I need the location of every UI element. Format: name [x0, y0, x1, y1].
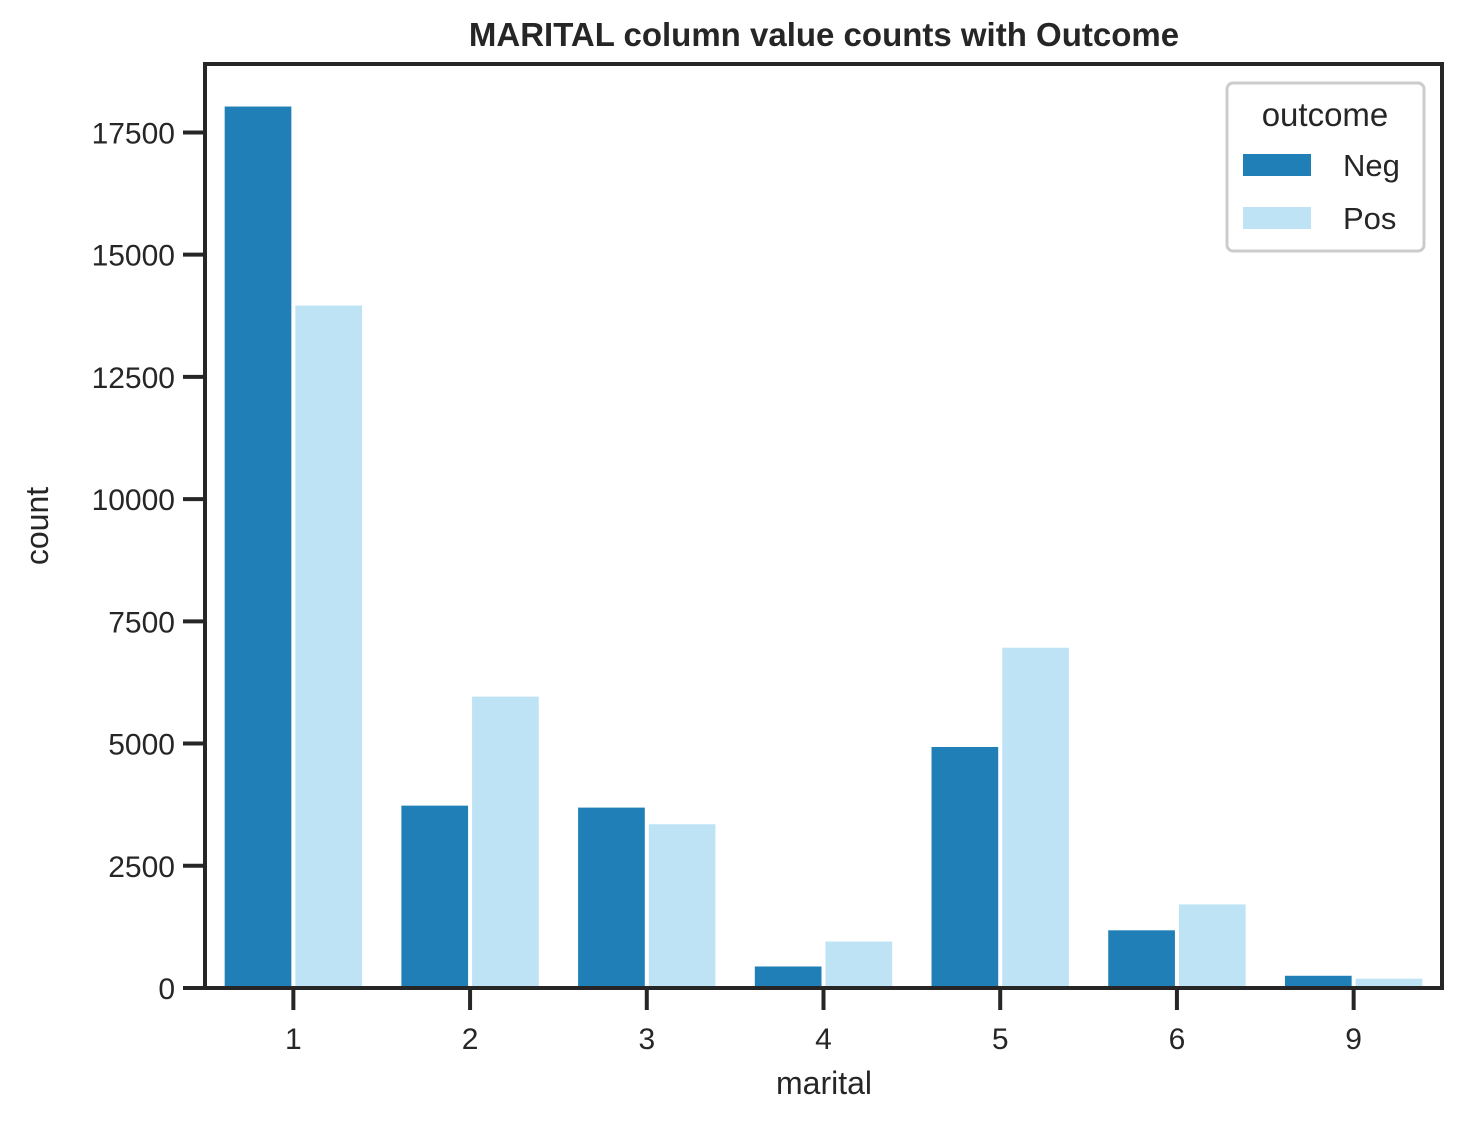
bar-neg-5	[931, 746, 999, 988]
bar-pos-1	[295, 305, 363, 988]
bar-pos-4	[825, 941, 893, 988]
x-tick-label-5: 5	[992, 1023, 1009, 1056]
bar-neg-9	[1284, 975, 1352, 988]
bar-neg-3	[578, 807, 645, 988]
plot-frame	[203, 62, 1444, 990]
bar-pos-9	[1355, 978, 1423, 988]
legend-swatch-pos	[1243, 207, 1311, 229]
legend: outcome Neg Pos	[1225, 81, 1426, 253]
bar-neg-2	[401, 805, 469, 988]
x-tick-label-3: 3	[638, 1023, 655, 1056]
y-axis: 0 2500 5000 7500 10000 12500 15000 17500	[92, 117, 205, 1006]
y-tick-label: 15000	[92, 240, 175, 273]
bars-group	[224, 106, 1423, 989]
y-tick-label: 17500	[92, 117, 175, 150]
x-tick-label-2: 2	[462, 1023, 479, 1056]
bar-neg-6	[1108, 930, 1175, 988]
x-tick-label-9: 9	[1345, 1023, 1362, 1056]
legend-label-neg: Neg	[1343, 148, 1400, 183]
y-tick-label: 12500	[92, 362, 175, 395]
bar-pos-2	[472, 696, 539, 988]
chart-title: MARITAL column value counts with Outcome	[469, 16, 1179, 53]
x-tick-label-4: 4	[815, 1023, 832, 1056]
bar-pos-5	[1002, 647, 1069, 988]
legend-label-pos: Pos	[1343, 201, 1396, 236]
y-axis-label: count	[19, 487, 55, 565]
bar-neg-4	[754, 966, 822, 988]
y-tick-label: 10000	[92, 484, 175, 517]
x-tick-label-6: 6	[1169, 1023, 1186, 1056]
legend-title: outcome	[1262, 96, 1389, 133]
bar-neg-1	[224, 106, 292, 989]
bar-pos-6	[1178, 904, 1246, 988]
x-axis-label: marital	[776, 1065, 872, 1101]
y-tick-label: 2500	[108, 851, 175, 884]
x-tick-label-1: 1	[285, 1023, 302, 1056]
bar-pos-3	[648, 824, 716, 988]
legend-swatch-neg	[1243, 154, 1311, 176]
x-axis: 1 2 3 4 5 6 9	[285, 988, 1362, 1056]
y-tick-label: 5000	[108, 729, 175, 762]
y-tick-label: 7500	[108, 606, 175, 639]
y-tick-label: 0	[158, 973, 175, 1006]
